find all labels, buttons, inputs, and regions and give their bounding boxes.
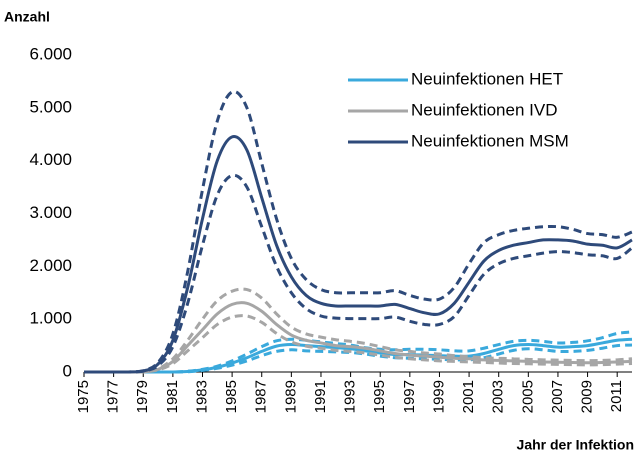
x-tick-label: 2001 xyxy=(460,380,477,413)
x-tick-label: 1995 xyxy=(371,380,388,413)
x-tick-label: 1977 xyxy=(105,380,122,413)
x-tick-label: 2011 xyxy=(608,380,625,412)
y-tick-label: 4.000 xyxy=(29,150,72,169)
legend-label: Neuinfektionen MSM xyxy=(411,131,569,150)
x-tick-label: 2007 xyxy=(549,380,566,413)
confidence-line xyxy=(84,314,633,374)
confidence-line xyxy=(84,90,633,374)
x-axis-label: Jahr der Infektion xyxy=(517,437,634,453)
x-tick-label: 1999 xyxy=(430,380,447,413)
x-tick-label: 1983 xyxy=(193,380,210,413)
confidence-line xyxy=(84,287,633,374)
y-tick-label: 3.000 xyxy=(29,203,72,222)
x-tick-label: 2003 xyxy=(490,380,507,413)
series-line xyxy=(84,337,633,374)
y-tick-label: 1.000 xyxy=(29,309,72,328)
y-tick-label: 0 xyxy=(63,361,72,380)
x-tick-label: 2009 xyxy=(579,380,596,413)
x-tick-label: 1981 xyxy=(164,380,181,413)
x-tick-label: 2005 xyxy=(519,380,536,413)
x-tick-label: 1993 xyxy=(342,380,359,413)
x-tick-label: 1979 xyxy=(134,380,151,413)
series-line xyxy=(84,301,633,374)
x-tick-label: 1987 xyxy=(253,380,270,413)
y-tick-label: 2.000 xyxy=(29,256,72,275)
legend-label: Neuinfektionen HET xyxy=(411,69,563,88)
y-tick-label: 6.000 xyxy=(29,44,72,63)
y-axis-label: Anzahl xyxy=(4,9,50,25)
legend-label: Neuinfektionen IVD xyxy=(411,100,557,119)
x-tick-label: 1991 xyxy=(312,380,329,413)
confidence-line xyxy=(84,173,633,374)
x-tick-label: 1985 xyxy=(223,380,240,413)
series-line xyxy=(84,135,633,374)
x-tick-label: 1975 xyxy=(75,380,92,413)
y-tick-label: 5.000 xyxy=(29,97,72,116)
x-tick-label: 1997 xyxy=(401,380,418,413)
x-tick-label: 1989 xyxy=(282,380,299,413)
